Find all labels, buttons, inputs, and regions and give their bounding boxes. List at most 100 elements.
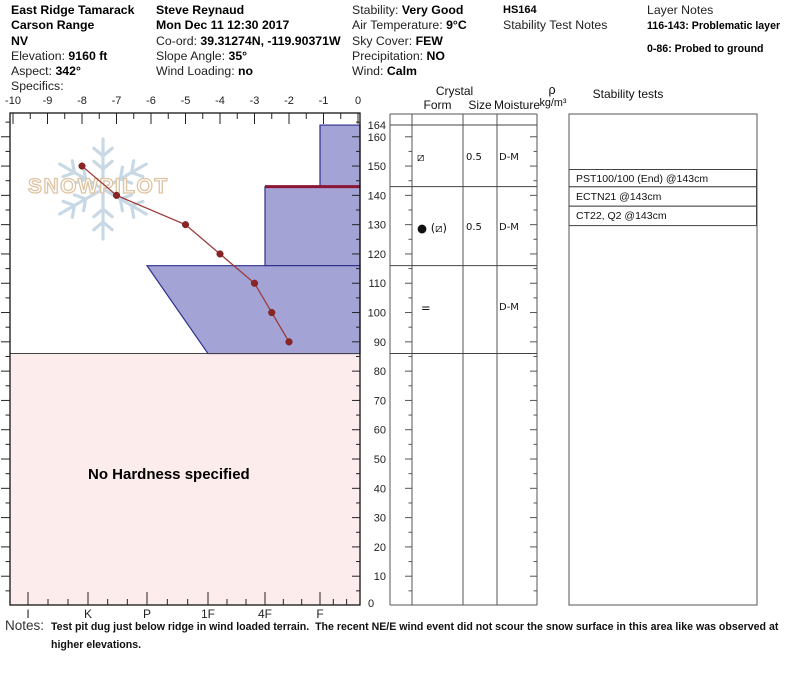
depth-tick-label: 0 <box>368 598 374 610</box>
temperature-profile <box>78 162 293 346</box>
density-column-header: ρ <box>548 83 556 97</box>
temp-tick-label: -2 <box>284 95 294 107</box>
temp-tick-label: -10 <box>5 95 21 107</box>
layer1-moisture: D-M <box>499 151 519 163</box>
specifics-line: Specifics: <box>11 79 64 94</box>
temp-tick-label: -9 <box>43 95 53 107</box>
temp-tick-label: -7 <box>112 95 122 107</box>
layer2-form-symbol: ● (⧄) <box>417 221 447 235</box>
layer-notes-title: Layer Notes <box>647 3 714 17</box>
depth-axis: 1641601501401301201101009080706050403020… <box>1 120 386 610</box>
depth-tick-label: 130 <box>368 220 386 232</box>
layer2-moisture: D-M <box>499 222 519 233</box>
notes-label: Notes: <box>5 618 45 633</box>
depth-tick-label: 80 <box>374 366 386 378</box>
location-line: East Ridge Tamarack <box>11 3 134 18</box>
depth-tick-label: 150 <box>368 161 386 173</box>
stability-test-box <box>568 205 757 227</box>
hardness-tick-label: P <box>143 607 151 621</box>
observer-name-line: Steve Reynaud <box>156 3 245 17</box>
form-column-header: Form <box>423 98 452 112</box>
weather-info: Stability: Very Good Air Temperature: 9°… <box>352 3 467 79</box>
layer1-size: 0.5 <box>466 151 482 163</box>
stability-test-notes-title: Stability Test Notes <box>503 18 608 32</box>
stability-test-result: CT22, Q2 @143cm <box>576 209 667 222</box>
depth-tick-label: 110 <box>368 278 386 290</box>
hardness-tick-label: F <box>316 607 323 621</box>
state-name: NV <box>11 33 29 48</box>
depth-tick-label: 60 <box>374 425 386 437</box>
snow-layer-bar <box>319 124 361 188</box>
stability-test-boxes <box>568 113 758 606</box>
temperature-point <box>268 308 276 317</box>
temperature-point <box>78 162 86 170</box>
air-temp-line: Air Temperature: 9°C <box>352 18 467 33</box>
temp-tick-label: -4 <box>215 95 225 107</box>
notes-text-line: Test pit dug just below ridge in wind lo… <box>51 621 779 633</box>
no-hardness-label: No Hardness specified <box>88 466 250 483</box>
location-line: Carson Range <box>11 18 134 33</box>
depth-tick-label: 100 <box>368 308 386 320</box>
temperature-point <box>285 338 293 346</box>
temp-tick-label: 0 <box>355 95 361 107</box>
temperature-point <box>216 250 224 258</box>
location-line: NV <box>11 34 134 49</box>
temp-axis: -10 -9 -8 -7 -6 -5 -4 -3 -2 -1 0 <box>5 95 361 124</box>
moisture-column-header: Moisture <box>494 98 541 112</box>
sky-cover-line: Sky Cover: FEW <box>352 33 443 48</box>
watermark: SNOWPILOT <box>27 137 169 241</box>
wind-loading-line: Wind Loading: no <box>156 64 254 79</box>
layer-notes: Layer Notes 116-143: Problematic layer 0… <box>647 3 780 56</box>
hardness-bars <box>145 124 361 355</box>
hardness-tick-label: I <box>26 607 29 621</box>
watermark-text: SNOWPILOT <box>28 175 169 198</box>
depth-tick-label: 10 <box>374 571 386 583</box>
depth-tick-label: 90 <box>374 337 386 349</box>
depth-tick-label: 140 <box>368 190 386 202</box>
depth-tick-label: 164 <box>368 120 386 132</box>
snow-layer-bar <box>264 185 361 267</box>
coord-line: Co-ord: 39.31274N, -119.90371W <box>156 33 341 48</box>
pit-name: East Ridge Tamarack <box>11 3 135 17</box>
temp-tick-label: -3 <box>250 95 260 107</box>
hardness-tick-label: K <box>84 607 92 621</box>
depth-tick-label: 40 <box>374 483 386 495</box>
layer3-form-symbol: = <box>421 301 431 315</box>
layer-note: 116-143: Problematic layer <box>647 20 781 32</box>
wind-line: Wind: Calm <box>352 64 417 79</box>
hardness-tick-label: 1F <box>201 607 215 621</box>
depth-tick-label: 70 <box>374 395 386 407</box>
hardness-tick-label: 4F <box>258 607 272 621</box>
elevation-line: Elevation: 9160 ft <box>11 48 108 63</box>
layer2-size: 0.5 <box>466 222 482 233</box>
layer1-form-symbol: ⧄ <box>417 150 425 164</box>
depth-tick-label: 50 <box>374 454 386 466</box>
depth-tick-label: 20 <box>374 542 386 554</box>
observer-info: Steve Reynaud Mon Dec 11 12:30 2017 Co-o… <box>156 3 341 79</box>
snow-layer-bar <box>145 265 361 355</box>
layer-note: 0-86: Probed to ground <box>647 43 764 55</box>
slope-angle-line: Slope Angle: 35° <box>156 48 248 63</box>
range-name: Carson Range <box>11 18 95 33</box>
layer3-moisture: D-M <box>499 302 519 313</box>
stability-test-result: PST100/100 (End) @143cm <box>576 172 709 185</box>
density-units-label: kg/m³ <box>539 97 567 109</box>
notes-text-line: higher elevations. <box>51 639 142 651</box>
temp-tick-label: -5 <box>181 95 191 107</box>
hardness-axis: I K P 1F 4F F <box>26 592 348 621</box>
temperature-point <box>112 191 121 199</box>
size-column-header: Size <box>468 98 492 112</box>
depth-tick-label: 160 <box>368 132 386 144</box>
temperature-point <box>250 279 259 287</box>
no-hardness-region <box>10 353 360 605</box>
hs-info: HS164 Stability Test Notes <box>503 3 607 33</box>
temp-tick-label: -6 <box>146 95 156 107</box>
stability-tests-header: Stability tests <box>592 87 664 101</box>
temp-tick-label: -1 <box>319 95 329 107</box>
crystal-table-grid <box>389 113 538 606</box>
depth-tick-label: 120 <box>368 249 386 261</box>
stability-line: Stability: Very Good <box>352 3 464 17</box>
depth-tick-label: 30 <box>374 513 386 525</box>
